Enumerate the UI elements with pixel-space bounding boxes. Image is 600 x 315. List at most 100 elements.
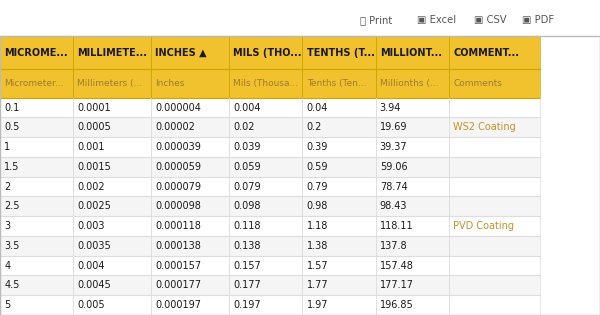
Text: 3: 3 (4, 221, 10, 231)
Text: 157.48: 157.48 (380, 261, 413, 271)
Bar (0, 276, 73, 295)
Bar (376, 69, 449, 98)
Bar (229, 157, 302, 177)
Bar (449, 197, 540, 216)
Text: 0.079: 0.079 (233, 181, 261, 192)
Bar (302, 256, 376, 276)
Text: WS2 Coating: WS2 Coating (453, 122, 516, 132)
Bar (151, 137, 229, 157)
Text: 0.98: 0.98 (307, 201, 328, 211)
Bar (73, 177, 151, 197)
Text: 196.85: 196.85 (380, 300, 413, 310)
Bar (229, 117, 302, 137)
Bar (73, 256, 151, 276)
Text: 39.37: 39.37 (380, 142, 407, 152)
Bar (376, 157, 449, 177)
Bar (376, 295, 449, 315)
Bar (0, 256, 73, 276)
Bar (0, 236, 73, 256)
Bar (302, 36, 376, 69)
Bar (229, 295, 302, 315)
Bar (0, 295, 73, 315)
Bar (73, 216, 151, 236)
Bar (449, 117, 540, 137)
Bar (376, 197, 449, 216)
Bar (151, 117, 229, 137)
Text: 0.059: 0.059 (233, 162, 261, 172)
Bar (0, 98, 73, 117)
Bar (376, 177, 449, 197)
Text: 0.157: 0.157 (233, 261, 261, 271)
Bar (376, 36, 449, 69)
Text: 0.118: 0.118 (233, 221, 261, 231)
Text: 2.5: 2.5 (4, 201, 20, 211)
Bar (151, 256, 229, 276)
Bar (151, 236, 229, 256)
Text: MILLIMETE...: MILLIMETE... (77, 48, 148, 58)
Bar (73, 98, 151, 117)
Bar (376, 256, 449, 276)
Text: Tenths (Ten...: Tenths (Ten... (307, 79, 366, 88)
Bar (229, 197, 302, 216)
Bar (73, 117, 151, 137)
Text: MICROME...: MICROME... (4, 48, 68, 58)
Text: PVD Coating: PVD Coating (453, 221, 514, 231)
Text: 1.5: 1.5 (4, 162, 20, 172)
Text: 1.77: 1.77 (307, 280, 328, 290)
Bar (73, 36, 151, 69)
Text: 0.000118: 0.000118 (155, 221, 201, 231)
Text: INCHES ▲: INCHES ▲ (155, 48, 207, 58)
Text: 0.00002: 0.00002 (155, 122, 195, 132)
Text: 0.39: 0.39 (307, 142, 328, 152)
Bar (229, 256, 302, 276)
Bar (151, 177, 229, 197)
Bar (229, 276, 302, 295)
Bar (151, 295, 229, 315)
Bar (151, 157, 229, 177)
Bar (302, 137, 376, 157)
Text: 0.02: 0.02 (233, 122, 255, 132)
Text: 0.005: 0.005 (77, 300, 105, 310)
Text: 0.04: 0.04 (307, 102, 328, 112)
Text: 59.06: 59.06 (380, 162, 407, 172)
Text: Millionths (...: Millionths (... (380, 79, 438, 88)
Text: 0.039: 0.039 (233, 142, 261, 152)
Text: 0.000157: 0.000157 (155, 261, 202, 271)
Text: 0.138: 0.138 (233, 241, 261, 251)
Text: 0.000004: 0.000004 (155, 102, 201, 112)
Bar (229, 216, 302, 236)
Bar (0, 0, 600, 36)
Text: 0.004: 0.004 (233, 102, 261, 112)
Text: ▣ Excel: ▣ Excel (417, 15, 456, 25)
Bar (302, 276, 376, 295)
Bar (449, 177, 540, 197)
Text: 19.69: 19.69 (380, 122, 407, 132)
Bar (302, 197, 376, 216)
Bar (449, 276, 540, 295)
Bar (151, 216, 229, 236)
Text: 0.000138: 0.000138 (155, 241, 201, 251)
Text: 0.0005: 0.0005 (77, 122, 111, 132)
Bar (0, 197, 73, 216)
Bar (449, 98, 540, 117)
Bar (302, 295, 376, 315)
Bar (73, 157, 151, 177)
Text: 0.098: 0.098 (233, 201, 261, 211)
Text: 118.11: 118.11 (380, 221, 413, 231)
Text: 0.003: 0.003 (77, 221, 105, 231)
Text: ▣ PDF: ▣ PDF (522, 15, 554, 25)
Bar (0, 36, 73, 69)
Bar (229, 69, 302, 98)
Bar (0, 137, 73, 157)
Text: 1.38: 1.38 (307, 241, 328, 251)
Text: 177.17: 177.17 (380, 280, 414, 290)
Bar (151, 98, 229, 117)
Bar (449, 157, 540, 177)
Text: 0.197: 0.197 (233, 300, 261, 310)
Bar (229, 98, 302, 117)
Text: Millimeters (...: Millimeters (... (77, 79, 143, 88)
Bar (449, 137, 540, 157)
Text: 0.177: 0.177 (233, 280, 261, 290)
Bar (73, 276, 151, 295)
Bar (449, 236, 540, 256)
